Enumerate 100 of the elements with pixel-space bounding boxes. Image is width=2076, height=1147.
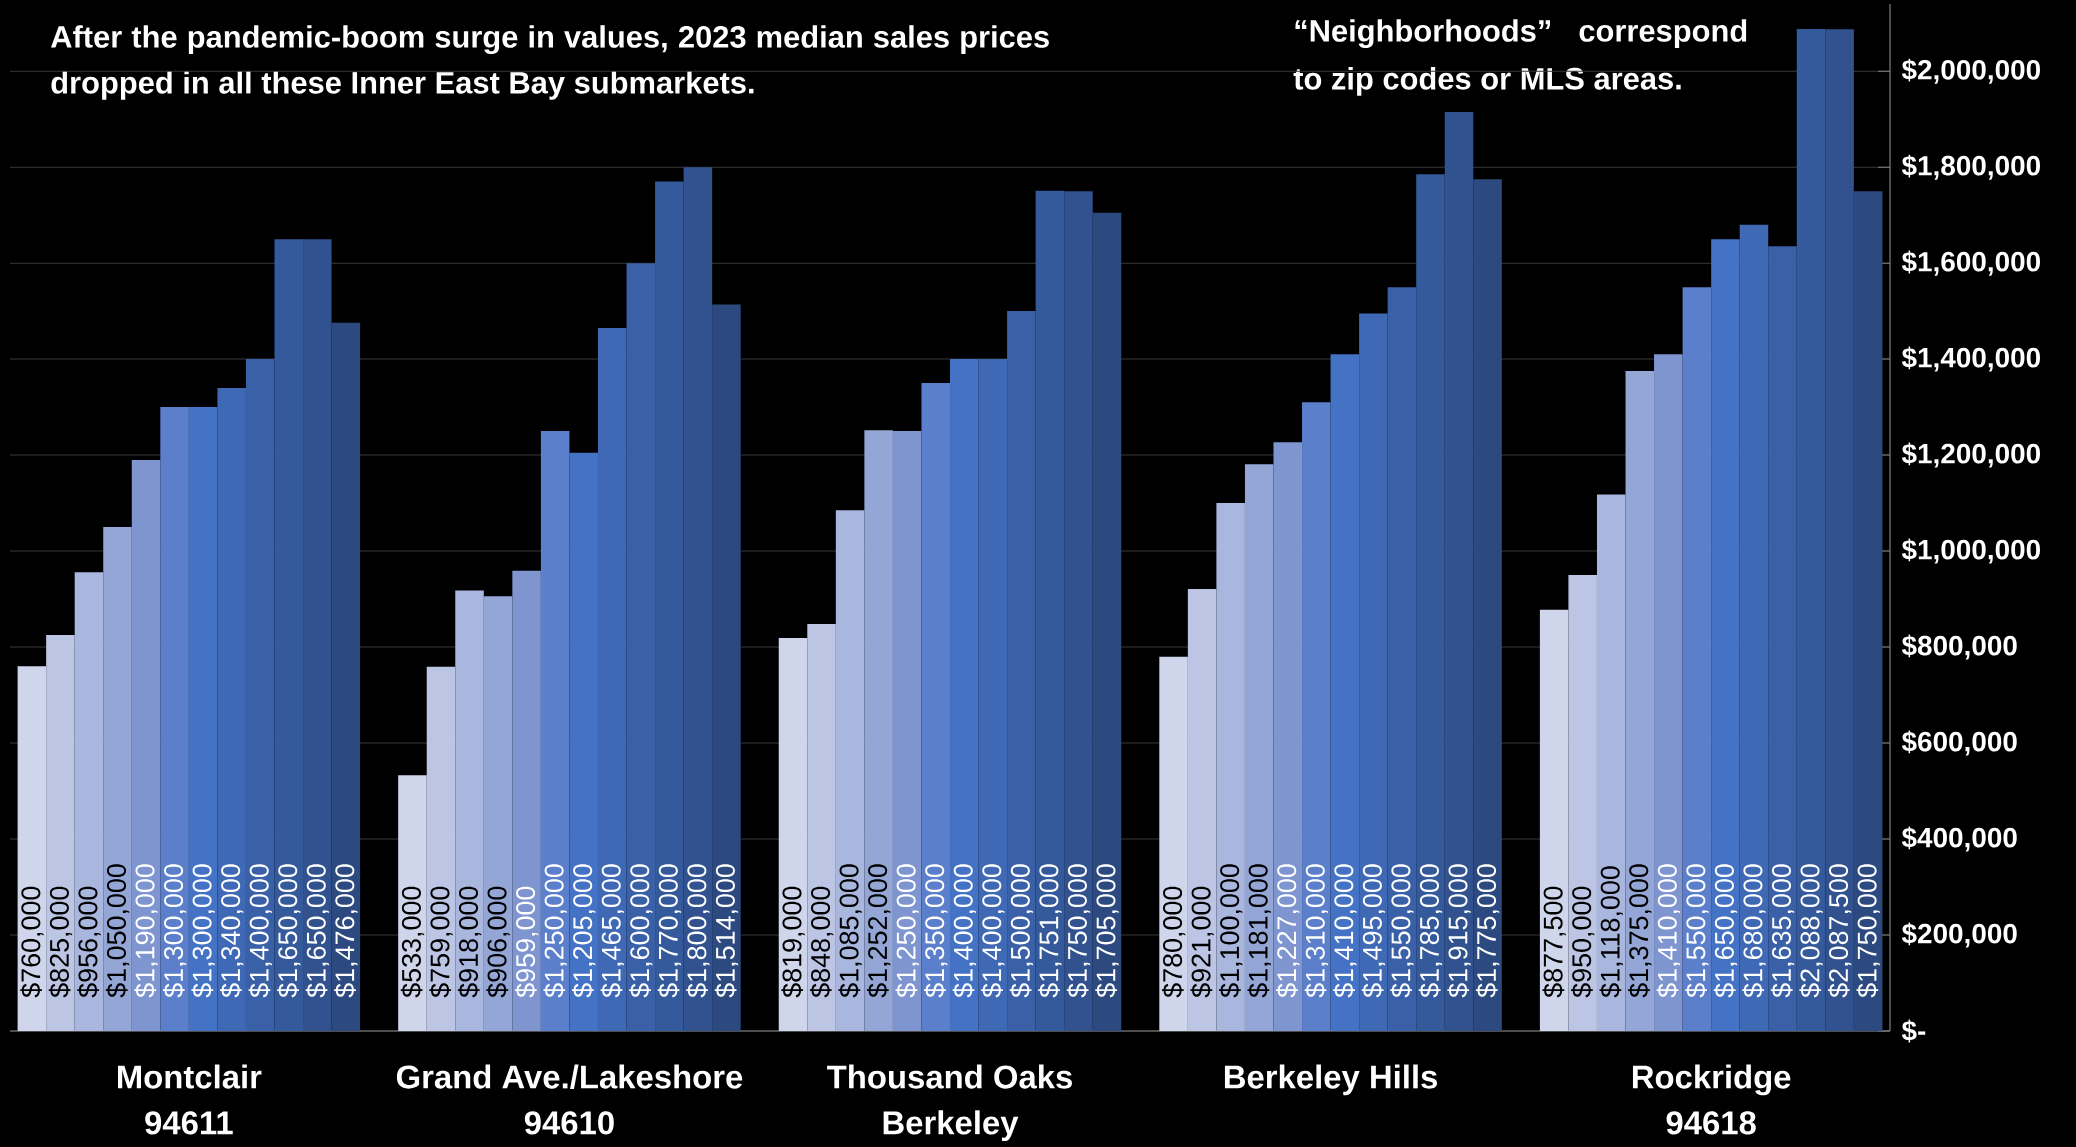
- data-label: $1,227,000: [1276, 864, 1300, 998]
- x-tick-label: Berkeley Hills: [1224, 1064, 1438, 1096]
- y-tick-label: $1,200,000: [1901, 442, 2040, 468]
- bar: [217, 387, 246, 1031]
- text: After the pandemic-boom surge in values, 2023 median sales prices dropped in all these Inner East Bay submarkets.: [50, 25, 1049, 100]
- bar: [1473, 179, 1502, 1031]
- data-label: $1,495,000: [1361, 864, 1386, 998]
- data-label: $848,000: [809, 886, 834, 998]
- data-label: $1,085,000: [838, 864, 862, 998]
- data-label: $1,635,000: [1770, 864, 1795, 998]
- data-label: $1,050,000: [105, 864, 130, 998]
- bar: [864, 430, 893, 1031]
- bar: [778, 637, 808, 1031]
- bar: [1187, 589, 1217, 1031]
- bar: [1359, 313, 1388, 1031]
- y-tick-label: $1,800,000: [1901, 154, 2040, 180]
- data-label: $1,514,000: [714, 864, 739, 998]
- data-label: $1,705,000: [1095, 864, 1119, 998]
- data-label: $1,300,000: [162, 864, 187, 998]
- bar: [160, 407, 189, 1031]
- data-label: $825,000: [48, 886, 73, 998]
- x-tick-label: Rockridge 94618: [1632, 1064, 1791, 1135]
- bar: [512, 570, 541, 1031]
- bar: [17, 666, 47, 1031]
- bar: [398, 775, 427, 1031]
- bar: [1064, 191, 1093, 1031]
- bar: [1273, 442, 1303, 1031]
- bar: [597, 327, 627, 1031]
- y-tick-label: $1,400,000: [1901, 346, 2040, 372]
- bar: [1302, 402, 1331, 1031]
- bar: [835, 510, 865, 1031]
- data-label: $1,650,000: [305, 864, 329, 998]
- data-label: $1,400,000: [248, 864, 272, 998]
- data-label: $1,785,000: [1418, 864, 1443, 998]
- bar: [807, 624, 836, 1031]
- data-label: $877,500: [1542, 886, 1566, 998]
- bar: [1739, 224, 1769, 1031]
- bar: [483, 596, 513, 1031]
- bar: [455, 590, 484, 1031]
- data-label: $2,087,500: [1827, 864, 1852, 998]
- data-label: $1,400,000: [981, 864, 1005, 998]
- data-label: $1,118,000: [1599, 866, 1623, 998]
- y-tick-label: $600,000: [1901, 730, 2017, 756]
- data-label: $1,550,000: [1685, 864, 1709, 998]
- data-label: $1,476,000: [334, 864, 358, 998]
- bar: [1596, 494, 1626, 1031]
- bar: [46, 635, 75, 1031]
- bar: [1159, 656, 1188, 1031]
- bar: [1568, 575, 1597, 1031]
- data-label: $959,000: [514, 886, 539, 998]
- x-tick-label: Thousand Oaks Berkeley: [827, 1064, 1072, 1141]
- bar: [103, 527, 132, 1031]
- bar: [426, 666, 456, 1031]
- data-label: $1,650,000: [1713, 864, 1738, 998]
- bar: [921, 383, 951, 1031]
- data-label: $780,000: [1161, 886, 1186, 998]
- data-label: $1,410,000: [1656, 864, 1681, 998]
- bar: [712, 304, 741, 1031]
- data-label: $1,190,000: [134, 864, 158, 998]
- bar: [1625, 371, 1655, 1031]
- data-label: $1,410,000: [1333, 864, 1357, 998]
- data-label: $1,250,000: [895, 864, 919, 998]
- data-label: $1,300,000: [191, 864, 215, 998]
- bar: [978, 359, 1008, 1031]
- data-label: $1,181,000: [1247, 864, 1271, 998]
- data-label: $1,375,000: [1628, 864, 1652, 998]
- bar: [331, 322, 361, 1031]
- data-label: $533,000: [400, 886, 425, 998]
- y-tick-label: $800,000: [1901, 634, 2017, 660]
- data-label: $1,775,000: [1475, 864, 1500, 998]
- bar: [569, 452, 598, 1031]
- bar: [1825, 29, 1854, 1031]
- data-label: $1,340,000: [220, 864, 244, 998]
- bar: [131, 459, 161, 1031]
- bar: [1711, 239, 1740, 1031]
- y-tick-label: $1,000,000: [1901, 538, 2040, 564]
- data-label: $1,100,000: [1218, 864, 1243, 998]
- bar: [1444, 111, 1474, 1031]
- bar: [892, 431, 922, 1031]
- data-label: $1,250,000: [543, 864, 567, 998]
- data-label: $2,088,000: [1799, 864, 1823, 998]
- data-label: $1,400,000: [952, 864, 976, 998]
- data-label: $918,000: [457, 886, 482, 998]
- bar: [188, 407, 218, 1031]
- data-label: $759,000: [429, 886, 453, 998]
- bar: [1092, 212, 1122, 1031]
- data-label: $1,465,000: [600, 864, 624, 998]
- data-label: $1,310,000: [1304, 864, 1328, 998]
- data-label: $760,000: [20, 886, 44, 998]
- bar: [1216, 503, 1245, 1031]
- bar: [1539, 609, 1569, 1031]
- y-tick-label: $2,000,000: [1901, 58, 2040, 84]
- bar: [1654, 354, 1683, 1031]
- data-label: $1,205,000: [572, 864, 596, 998]
- data-label: $1,350,000: [924, 864, 948, 998]
- bar: [74, 572, 104, 1031]
- data-label: $1,750,000: [1066, 864, 1091, 998]
- bar: [683, 167, 713, 1031]
- x-tick-label: Grand Ave./Lakeshore 94610: [396, 1064, 743, 1135]
- data-label: $1,750,000: [1856, 864, 1880, 998]
